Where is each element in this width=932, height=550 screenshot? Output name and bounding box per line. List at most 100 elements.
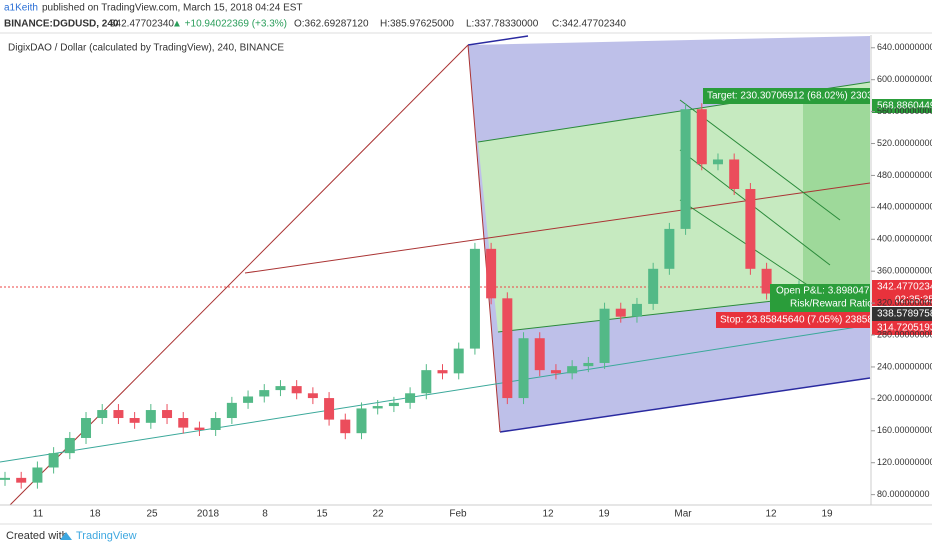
x-tick-label: 8 [262, 509, 268, 520]
y-tick-label: 120.00000000 [877, 457, 932, 467]
candle [243, 396, 254, 403]
stop-label-bg [716, 312, 870, 328]
badge-bg [872, 321, 932, 335]
candle [453, 348, 464, 374]
x-tick-label: Mar [674, 509, 692, 520]
y-tick-label: 360.00000000 [877, 266, 932, 276]
brand-logo [60, 532, 72, 540]
y-tick-label: 160.00000000 [877, 425, 932, 435]
candle [729, 159, 740, 190]
candle [696, 109, 707, 165]
candle [194, 427, 205, 430]
close: C:342.47702340 [552, 19, 626, 30]
candle [502, 298, 513, 399]
candle [518, 338, 529, 399]
x-tick-label: 15 [316, 509, 328, 520]
author[interactable]: a1Keith [4, 3, 38, 14]
y-tick-label: 240.00000000 [877, 361, 932, 371]
y-tick-label: 480.00000000 [877, 170, 932, 180]
y-tick-label: 200.00000000 [877, 393, 932, 403]
candle [405, 393, 416, 403]
y-tick-label: 640.00000000 [877, 42, 932, 52]
badge-bg [872, 99, 932, 113]
target-box [803, 95, 870, 285]
candle [745, 189, 756, 269]
candle [0, 477, 10, 480]
candle [259, 390, 270, 397]
x-tick-label: 18 [89, 509, 101, 520]
candle [210, 418, 221, 430]
candle [712, 159, 723, 165]
badge-entry: 338.57897580 [877, 309, 932, 320]
candle [648, 268, 659, 304]
y-tick-label: 280.00000000 [877, 329, 932, 339]
badge-last: 342.47702340 [877, 282, 932, 293]
symbol: BINANCE:DGDUSD, 240 [4, 19, 119, 30]
candle [534, 338, 545, 371]
candle [81, 418, 92, 438]
candle [599, 308, 610, 363]
x-tick-label: 12 [765, 509, 777, 520]
candle [388, 402, 399, 407]
open-pl: Open P&L: 3.89804760, [776, 286, 883, 297]
pitchfork-bottom [499, 377, 871, 433]
target-zone [478, 82, 870, 332]
pl-label-bg [770, 284, 870, 312]
candle [113, 410, 124, 419]
candle [162, 410, 173, 419]
candle [761, 268, 772, 294]
y-tick-label: 520.00000000 [877, 138, 932, 148]
candle [16, 477, 27, 483]
risk-reward: Risk/Reward Ratio: 9 [790, 299, 884, 310]
y-tick-label: 440.00000000 [877, 202, 932, 212]
candle [664, 228, 675, 269]
chart-legend: DigixDAO / Dollar (calculated by Trading… [8, 43, 284, 54]
candle [340, 419, 351, 434]
low: L:337.78330000 [466, 19, 539, 30]
badge-bg [872, 307, 932, 321]
candle [437, 370, 448, 374]
footer-brand[interactable]: TradingView [76, 530, 137, 542]
pitchfork-top [467, 35, 529, 46]
y-tick-label: 560.00000000 [877, 106, 932, 116]
candle [64, 437, 75, 454]
target-label-bg [703, 88, 870, 104]
stop-label: Stop: 23.85845640 (7.05%) 2385845 [720, 315, 884, 326]
candle [469, 248, 480, 349]
candle [615, 308, 626, 317]
y-tick-label: 600.00000000 [877, 74, 932, 84]
candle [97, 410, 108, 419]
high: H:385.97625000 [380, 19, 454, 30]
y-tick-label: 80.00000000 [877, 489, 930, 499]
candle [291, 386, 302, 394]
badge-target: 568.88604492 [877, 101, 932, 112]
candle [680, 109, 691, 229]
open: O:362.69287120 [294, 19, 369, 30]
support-line [0, 324, 871, 463]
badge-timer: 02:35:35 [895, 295, 932, 306]
candle [421, 370, 432, 394]
candle [486, 248, 497, 299]
published: published on TradingView.com, March 15, … [42, 3, 303, 14]
candle [631, 303, 642, 317]
candle [129, 418, 140, 423]
badge-stop: 314.72051931 [877, 323, 932, 334]
x-tick-label: Feb [449, 509, 467, 520]
footer-created: Created with [6, 530, 68, 542]
change: ▲ +10.94022369 (+3.3%) [172, 19, 287, 30]
badge-bg [872, 280, 932, 306]
candle [32, 467, 43, 483]
x-tick-label: 19 [821, 509, 833, 520]
last: 342.47702340 [110, 19, 174, 30]
x-tick-label: 12 [542, 509, 554, 520]
y-tick-label: 320.00000000 [877, 297, 932, 307]
x-tick-label: 25 [146, 509, 158, 520]
y-tick-label: 400.00000000 [877, 234, 932, 244]
candle [583, 362, 594, 367]
candle [275, 386, 286, 391]
median-line [244, 182, 871, 274]
plot-area [0, 35, 871, 506]
candle [324, 398, 335, 420]
candle [372, 406, 383, 409]
